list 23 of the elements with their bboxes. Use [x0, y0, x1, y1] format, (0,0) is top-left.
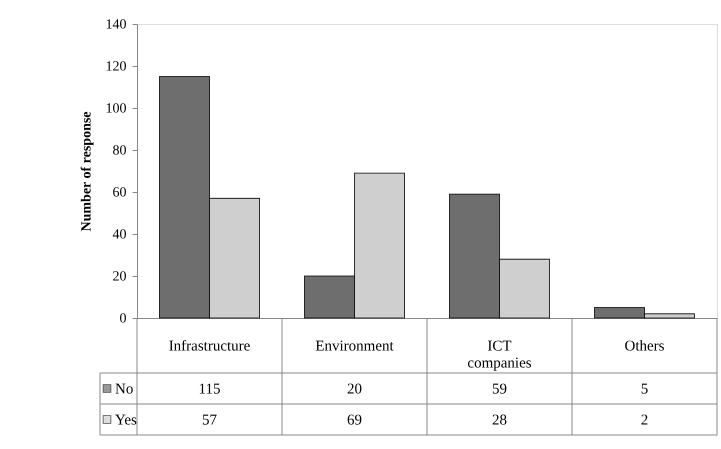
y-tick-label: 40: [112, 228, 126, 242]
x-tick-label: ICT companies: [467, 338, 532, 372]
legend-label: No: [115, 382, 134, 398]
y-tick-label: 80: [112, 144, 126, 158]
data-label: 57: [202, 412, 218, 428]
data-label: 59: [492, 382, 507, 398]
data-label: 5: [640, 382, 648, 398]
y-tick-label: 140: [106, 18, 126, 32]
data-label: 20: [347, 382, 362, 398]
y-tick-label: 0: [120, 312, 126, 326]
x-tick-label: Environment: [315, 338, 394, 354]
y-axis-title: Number of response: [80, 111, 94, 232]
x-tick-label: Others: [624, 338, 665, 354]
y-tick-label: 20: [112, 270, 126, 284]
data-label: 69: [347, 412, 362, 428]
data-label: 28: [492, 412, 507, 428]
y-tick-label: 120: [106, 60, 126, 74]
legend-label: Yes: [115, 412, 137, 428]
data-label: 115: [198, 382, 220, 398]
x-tick-label: Infrastructure: [168, 338, 251, 354]
y-tick-label: 100: [106, 102, 126, 116]
data-label: 2: [640, 412, 648, 428]
y-tick-label: 60: [112, 186, 126, 200]
